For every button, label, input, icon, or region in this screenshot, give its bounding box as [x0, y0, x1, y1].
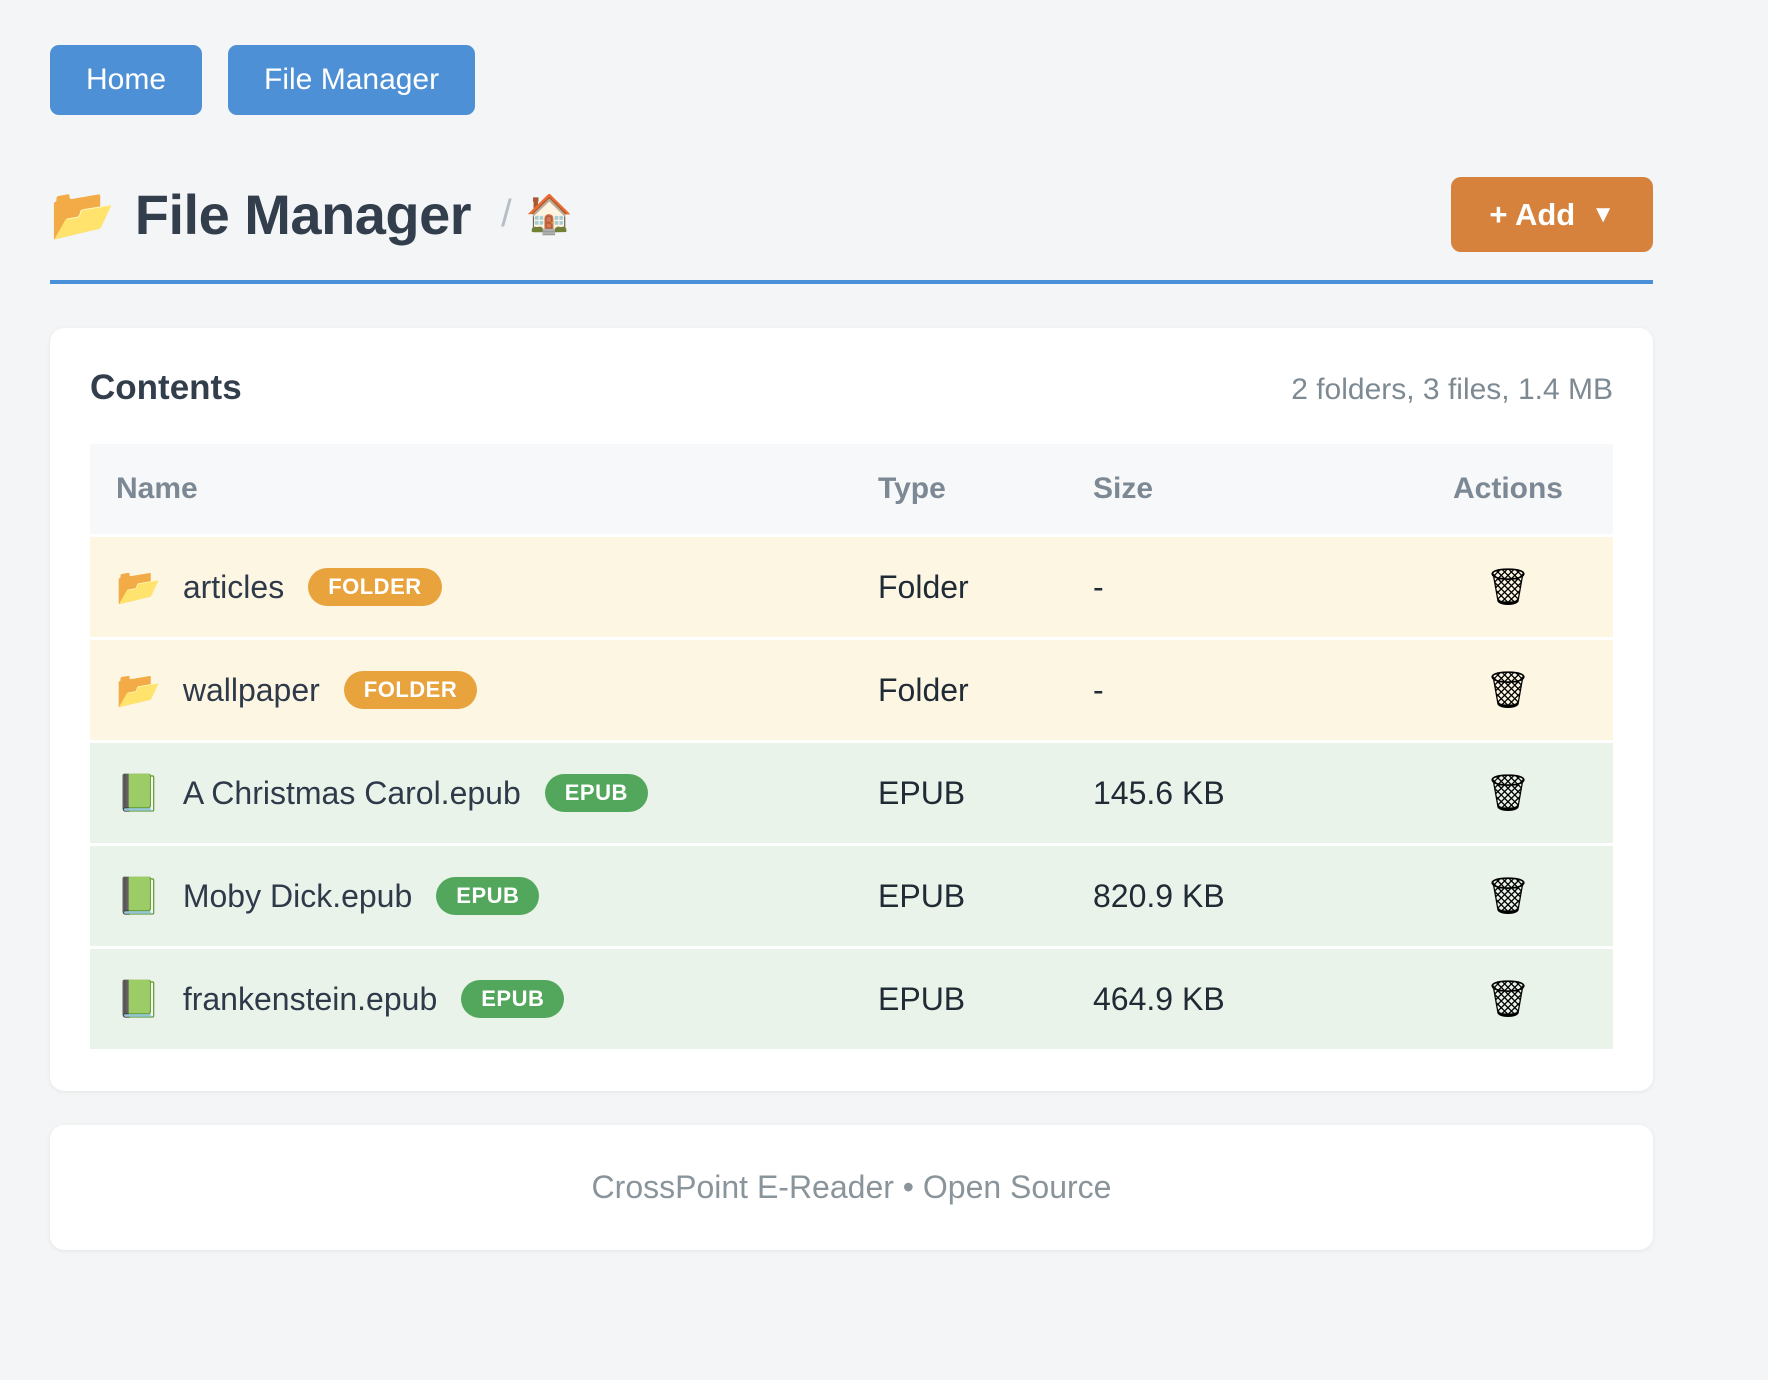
- file-type-icon: 📂: [116, 566, 161, 607]
- column-header-name: Name: [116, 472, 198, 505]
- caret-down-icon: ▼: [1591, 200, 1615, 228]
- table-row: 📗 frankenstein.epub EPUB EPUB 464.9 KB 🗑: [90, 946, 1613, 1049]
- delete-button[interactable]: 🗑: [1485, 672, 1531, 708]
- file-table: Name Type Size Actions 📂 articles FOLDER…: [90, 444, 1613, 1049]
- file-type-icon: 📂: [116, 669, 161, 710]
- table-body: 📂 articles FOLDER Folder - 🗑 📂 wallpaper…: [90, 534, 1613, 1049]
- column-header-type: Type: [878, 472, 946, 505]
- contents-summary: 2 folders, 3 files, 1.4 MB: [1291, 373, 1613, 406]
- table-row: 📂 wallpaper FOLDER Folder - 🗑: [90, 637, 1613, 740]
- file-size: -: [1093, 568, 1104, 605]
- contents-card: Contents 2 folders, 3 files, 1.4 MB Name…: [50, 328, 1653, 1091]
- add-button-label: + Add: [1489, 197, 1576, 232]
- file-type: EPUB: [878, 980, 966, 1017]
- file-type-icon: 📗: [116, 772, 161, 813]
- home-icon[interactable]: 🏠: [525, 193, 573, 236]
- table-row: 📗 A Christmas Carol.epub EPUB EPUB 145.6…: [90, 740, 1613, 843]
- trash-icon: 🗑: [1485, 978, 1531, 1019]
- breadcrumb: / 🏠: [501, 193, 573, 236]
- file-type-icon: 📗: [116, 875, 161, 916]
- file-size: 145.6 KB: [1093, 774, 1225, 811]
- file-type: Folder: [878, 568, 969, 605]
- table-header-row: Name Type Size Actions: [90, 444, 1613, 534]
- header-divider: [50, 280, 1653, 284]
- home-nav-button[interactable]: Home: [50, 45, 203, 115]
- trash-icon: 🗑: [1485, 875, 1531, 916]
- file-name-link[interactable]: articles: [182, 568, 285, 605]
- file-size: -: [1093, 671, 1104, 708]
- footer-text: CrossPoint E-Reader • Open Source: [591, 1169, 1112, 1205]
- footer: CrossPoint E-Reader • Open Source: [50, 1125, 1653, 1250]
- file-type-badge: FOLDER: [343, 671, 478, 709]
- trash-icon: 🗑: [1485, 772, 1531, 813]
- delete-button[interactable]: 🗑: [1485, 775, 1531, 811]
- contents-title: Contents: [90, 368, 242, 407]
- delete-button[interactable]: 🗑: [1485, 981, 1531, 1017]
- file-size: 820.9 KB: [1093, 877, 1225, 914]
- folder-icon: 📂: [50, 185, 115, 244]
- table-row: 📗 Moby Dick.epub EPUB EPUB 820.9 KB 🗑: [90, 843, 1613, 946]
- page-title: File Manager: [134, 183, 472, 246]
- add-button[interactable]: + Add ▼: [1451, 177, 1653, 252]
- file-type-badge: EPUB: [436, 877, 540, 915]
- trash-icon: 🗑: [1485, 566, 1531, 607]
- file-name-link[interactable]: A Christmas Carol.epub: [182, 774, 521, 811]
- delete-button[interactable]: 🗑: [1485, 569, 1531, 605]
- table-row: 📂 articles FOLDER Folder - 🗑: [90, 534, 1613, 637]
- file-manager-nav-button[interactable]: File Manager: [228, 45, 476, 115]
- file-size: 464.9 KB: [1093, 980, 1225, 1017]
- delete-button[interactable]: 🗑: [1485, 878, 1531, 914]
- file-type-badge: FOLDER: [308, 568, 442, 606]
- file-type: Folder: [878, 671, 969, 708]
- file-type-icon: 📗: [116, 978, 161, 1019]
- page-header: 📂 File Manager / 🏠 + Add ▼: [50, 177, 1653, 252]
- column-header-actions: Actions: [1452, 472, 1563, 505]
- trash-icon: 🗑: [1485, 669, 1531, 710]
- breadcrumb-separator: /: [501, 193, 512, 235]
- column-header-size: Size: [1093, 472, 1154, 505]
- file-type-badge: EPUB: [544, 774, 648, 812]
- file-name-link[interactable]: Moby Dick.epub: [182, 877, 413, 914]
- file-type: EPUB: [878, 877, 966, 914]
- file-name-link[interactable]: frankenstein.epub: [182, 980, 438, 1017]
- file-name-link[interactable]: wallpaper: [182, 671, 320, 708]
- file-type: EPUB: [878, 774, 966, 811]
- top-nav: Home File Manager: [50, 0, 1653, 115]
- file-type-badge: EPUB: [461, 980, 565, 1018]
